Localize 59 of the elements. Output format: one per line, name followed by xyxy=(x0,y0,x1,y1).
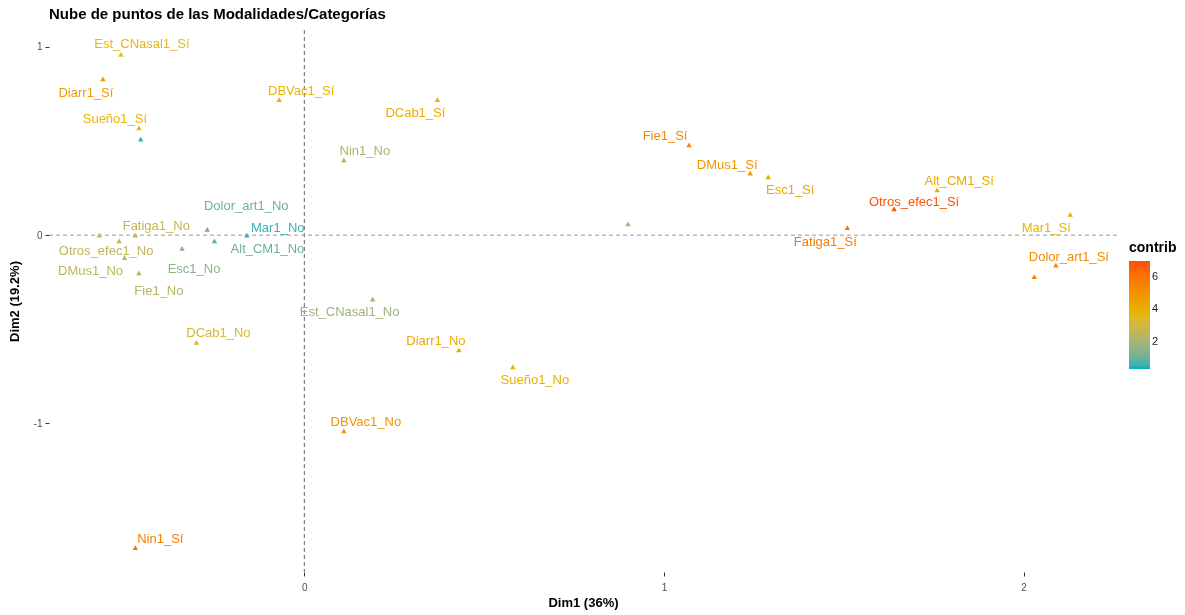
point xyxy=(118,52,124,57)
point xyxy=(132,545,139,550)
data-label: Fie1_Sí xyxy=(642,127,688,143)
data-label: Fatiga1_No xyxy=(122,218,190,234)
point xyxy=(137,136,144,142)
data-label: DCab1_Sí xyxy=(385,104,446,120)
data-label: DBVac1_Sí xyxy=(268,82,335,98)
point xyxy=(1031,274,1038,279)
data-label: Otros_efec1_Sí xyxy=(868,193,960,209)
point xyxy=(193,340,200,345)
data-label: Dolor_art1_No xyxy=(203,198,289,214)
data-label: Nin1_Sí xyxy=(137,530,184,546)
point xyxy=(844,225,851,230)
data-label: DMus1_No xyxy=(58,262,124,278)
x-tick-label: 2 xyxy=(1021,581,1028,593)
data-label: Mar1_No xyxy=(251,220,305,236)
x-tick-label: 0 xyxy=(302,581,309,593)
x-axis-title: Dim1 (36%) xyxy=(548,594,619,610)
point xyxy=(625,221,631,227)
data-label: Esc1_No xyxy=(167,261,221,277)
y-tick-label: 1 xyxy=(36,41,43,53)
data-label: Est_CNasal1_No xyxy=(299,304,400,320)
point xyxy=(1067,212,1073,217)
point xyxy=(686,142,692,148)
data-label: DCab1_No xyxy=(186,325,251,341)
chart-title: Nube de puntos de las Modalidades/Categorías xyxy=(49,4,386,22)
data-label: Diarr1_Sí xyxy=(58,84,114,100)
data-label: Fatiga1_Sí xyxy=(793,233,858,249)
data-label: Est_CNasal1_Sí xyxy=(94,36,190,52)
point xyxy=(179,245,185,251)
data-label: Otros_efec1_No xyxy=(58,242,154,258)
data-label: Dolor_art1_Sí xyxy=(1028,249,1110,265)
point xyxy=(204,227,210,232)
color-bar-title: contrib xyxy=(1129,239,1177,255)
data-label: Sueño1_Sí xyxy=(82,110,148,126)
color-bar-label: 6 xyxy=(1152,270,1159,283)
data-label: Mar1_Sí xyxy=(1021,220,1072,236)
y-tick-label: -1 xyxy=(33,417,43,429)
point xyxy=(244,232,250,238)
y-tick-label: 0 xyxy=(36,229,43,241)
point xyxy=(96,232,103,238)
point xyxy=(434,97,441,102)
data-label: Esc1_Sí xyxy=(765,181,815,197)
point xyxy=(116,238,122,244)
data-label: DMus1_Sí xyxy=(696,157,758,173)
point xyxy=(765,174,771,180)
color-bar-label: 4 xyxy=(1152,302,1159,315)
color-bar-label: 2 xyxy=(1152,334,1159,347)
point xyxy=(136,270,142,276)
data-label: Fie1_No xyxy=(134,282,184,298)
data-label: Alt_CM1_No xyxy=(230,240,305,256)
data-label: Diarr1_No xyxy=(406,332,466,348)
y-axis-title: Dim2 (19.2%) xyxy=(6,261,22,342)
data-label: Alt_CM1_Sí xyxy=(924,172,995,188)
x-tick-label: 1 xyxy=(661,581,668,593)
point xyxy=(211,238,218,244)
data-label: Sueño1_No xyxy=(500,371,570,387)
data-label: DBVac1_No xyxy=(330,413,402,429)
data-label: Nin1_No xyxy=(339,142,391,158)
